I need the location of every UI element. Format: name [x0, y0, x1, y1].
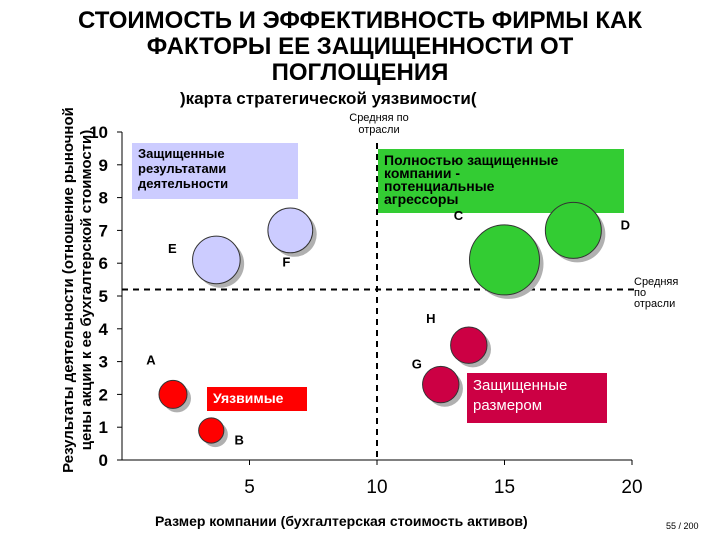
horizontal-reference-label: отрасли [634, 298, 675, 310]
bubble-firm-h [450, 326, 488, 364]
bubble-firm-e [192, 235, 241, 285]
y-tick-label: 1 [99, 418, 108, 437]
bubble-firm-d [544, 201, 602, 259]
quadrant-box-bottom-right [467, 373, 607, 423]
bubble-label: E [168, 241, 177, 256]
quadrant-box-top-left [132, 143, 298, 199]
horizontal-reference-label: по [634, 287, 646, 299]
y-tick-label: 10 [89, 123, 108, 142]
bubble-label: H [426, 311, 435, 326]
bubble-label: C [454, 208, 464, 223]
quadrant-label-top-left: деятельности [138, 176, 228, 191]
bubble-firm-f [267, 207, 314, 254]
x-tick-label: 10 [366, 477, 387, 498]
y-tick-label: 5 [99, 287, 108, 306]
bubble-firm-g [422, 365, 460, 404]
bubble-label: B [235, 432, 244, 447]
quadrant-label-top-right: агрессоры [384, 191, 458, 207]
bubbles-group: A B E F G H C D [146, 201, 630, 447]
quadrant-box-top-right [378, 149, 624, 213]
x-tick-label: 15 [494, 477, 515, 498]
quadrant-label-top-right: Полностью защищенные [384, 152, 559, 168]
page-number: 55 / 200 [666, 521, 699, 531]
y-tick-label: 2 [99, 385, 108, 404]
y-tick-label: 6 [99, 254, 108, 273]
bubble-firm-c [469, 224, 540, 296]
quadrant-label-top-right: компании - [384, 165, 460, 181]
bubble-label: F [282, 254, 290, 269]
y-tick-label: 3 [99, 353, 108, 372]
x-tick-label: 5 [244, 477, 255, 498]
y-tick-label: 9 [99, 156, 108, 175]
quadrant-label-bottom-right: Защищенные [473, 377, 567, 394]
subtitle: )карта стратегической уязвимости( [180, 89, 477, 108]
bubble-label: D [621, 217, 630, 232]
vertical-reference-label: Средняя по [349, 112, 408, 124]
y-tick-label: 7 [99, 221, 108, 240]
bubble-firm-b [198, 417, 225, 444]
quadrant-label-bottom-right: размером [473, 397, 542, 414]
x-axis-label: Размер компании (бухгалтерская стоимость… [155, 513, 528, 529]
bubble-label: G [412, 357, 422, 372]
bubble-firm-a [158, 379, 188, 409]
quadrant-label-top-left: Защищенные [138, 146, 225, 161]
page-title: СТОИМОСТЬ И ЭФФЕКТИВНОСТЬ ФИРМЫ КАК ФАКТ… [77, 7, 643, 86]
quadrant-label-bottom-left: Уязвимые [213, 390, 284, 406]
bubble-label: A [146, 352, 156, 367]
horizontal-reference-label: Средняя [634, 276, 678, 288]
axes-group: 0 1 2 3 4 5 6 7 8 9 10 5 10 15 20 [89, 123, 642, 498]
y-tick-label: 0 [99, 451, 108, 470]
quadrant-label-top-left: результатами [138, 161, 226, 176]
quadrant-labels-group: ЗащищенныерезультатамидеятельностиПолнос… [132, 143, 624, 423]
vertical-reference-label: отрасли [358, 124, 399, 136]
quadrant-label-top-right: потенциальные [384, 178, 495, 194]
quadrant-box-bottom-left [207, 387, 307, 411]
y-tick-label: 4 [99, 320, 109, 339]
x-tick-label: 20 [621, 477, 642, 498]
y-tick-label: 8 [99, 189, 108, 208]
